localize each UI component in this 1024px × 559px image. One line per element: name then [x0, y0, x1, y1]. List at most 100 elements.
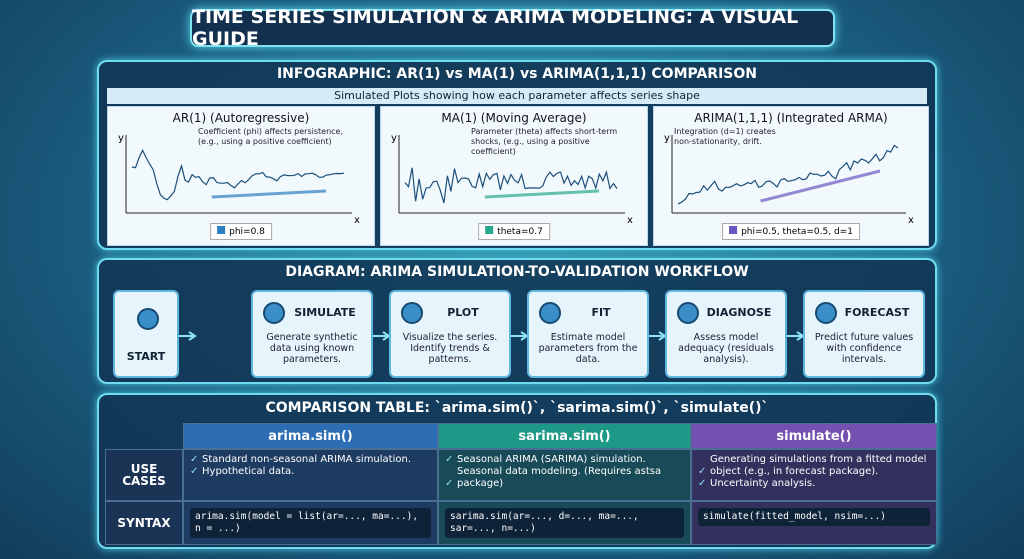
legend: phi=0.5, theta=0.5, d=1 — [722, 223, 860, 240]
table-cell: simulate(fitted_model, nsim=...) — [691, 501, 937, 545]
step-icon — [137, 308, 159, 330]
axis-label: x — [908, 215, 914, 226]
step-icon — [815, 302, 837, 324]
axis-label: y — [391, 133, 397, 144]
panel-note: Integration (d=1) creates non-stationari… — [674, 127, 776, 146]
check-icon: ✓ — [698, 478, 707, 489]
trend-arrow — [484, 189, 600, 199]
workflow-step: DIAGNOSE Assess model adequacy (residuals… — [665, 290, 787, 378]
mini-plot: yx — [118, 133, 360, 226]
arrow-shape — [649, 331, 667, 341]
table-cell: Generating simulations from a fitted mod… — [691, 449, 937, 501]
icon-shape — [539, 302, 561, 324]
series-line — [131, 149, 345, 201]
workflow-step: SIMULATE Generate synthetic data using kn… — [251, 290, 373, 378]
arrow-shape — [787, 331, 805, 341]
legend-text: phi=0.8 — [229, 227, 265, 237]
step-label: FIT — [591, 306, 611, 319]
step-icon — [677, 302, 699, 324]
workflow-step: START — [113, 290, 179, 378]
step-label: SIMULATE — [294, 306, 356, 319]
workflow-step: PLOT Visualize the series. Identify trend… — [389, 290, 511, 378]
series-line — [677, 144, 899, 205]
panel-note: Parameter (theta) affects short-term sho… — [471, 127, 618, 156]
code-snippet: simulate(fitted_model, nsim=...) — [698, 508, 930, 526]
legend-swatch — [485, 226, 494, 234]
icon-shape — [137, 308, 159, 330]
plot-panel: ARIMA(1,1,1) (Integrated ARMA) Integratio… — [653, 106, 929, 246]
icon-shape — [815, 302, 837, 324]
icon-shape — [401, 302, 423, 324]
cell-item: Seasonal data modeling. (Requires astsa … — [445, 466, 662, 489]
table-cell: Standard non-seasonal ARIMA simulation. ✓… — [183, 449, 438, 501]
check-icon: ✓ — [445, 478, 454, 489]
cell-item: Generating simulations from a fitted mod… — [698, 454, 927, 477]
section-heading: DIAGRAM: ARIMA SIMULATION-TO-VALIDATION … — [285, 264, 749, 280]
axis-label: y — [664, 133, 670, 144]
workflow-step: FORECAST Predict future values with confi… — [803, 290, 925, 378]
step-icon — [401, 302, 423, 324]
legend: theta=0.7 — [478, 223, 550, 240]
panel-title: ARIMA(1,1,1) (Integrated ARMA) — [694, 111, 888, 125]
step-desc: Predict future values with confidence in… — [814, 332, 914, 365]
cell-item: Seasonal ARIMA (SARIMA) simulation. ✓ — [445, 454, 646, 465]
column-header: sarima.sim() — [438, 423, 691, 449]
legend-text: theta=0.7 — [497, 227, 543, 237]
legend-text: phi=0.5, theta=0.5, d=1 — [741, 227, 853, 237]
panel-title: MA(1) (Moving Average) — [441, 111, 587, 125]
section-heading: INFOGRAPHIC: AR(1) vs MA(1) vs ARIMA(1,1… — [276, 66, 758, 82]
icon-shape — [677, 302, 699, 324]
step-icon — [263, 302, 285, 324]
table-cell: sarima.sim(ar=..., d=..., ma=..., sar=..… — [438, 501, 691, 545]
step-desc: Estimate model parameters from the data. — [538, 332, 638, 365]
infographic-section: INFOGRAPHIC: AR(1) vs MA(1) vs ARIMA(1,1… — [97, 60, 937, 250]
panel-title: AR(1) (Autoregressive) — [172, 111, 310, 125]
legend-swatch — [217, 226, 226, 234]
mini-plot: yx — [391, 133, 633, 226]
cell-item: Hypothetical data. ✓ — [190, 466, 295, 477]
step-desc: Visualize the series. Identify trends & … — [402, 332, 498, 365]
step-desc: Generate synthetic data using known para… — [266, 332, 358, 365]
legend: phi=0.8 — [210, 223, 272, 240]
panel-note: Coefficient (phi) affects persistence, (… — [198, 127, 344, 146]
series-line — [404, 167, 618, 204]
plot-panel: AR(1) (Autoregressive) Coefficient (phi) … — [107, 106, 375, 246]
legend-swatch — [729, 226, 738, 234]
axis-label: x — [627, 215, 633, 226]
check-icon: ✓ — [698, 466, 707, 477]
cell-item: Uncertainty analysis. ✓ — [698, 478, 816, 489]
row-label: USE CASES — [105, 449, 183, 501]
table-cell: Seasonal ARIMA (SARIMA) simulation. ✓ Seas… — [438, 449, 691, 501]
workflow-section: DIAGRAM: ARIMA SIMULATION-TO-VALIDATION … — [97, 258, 937, 384]
title: TIME SERIES SIMULATION & ARIMA MODELING:… — [190, 6, 835, 50]
step-label: PLOT — [447, 306, 479, 319]
table-section: COMPARISON TABLE: `arima.sim()`, `sarima… — [97, 393, 937, 549]
code-snippet: sarima.sim(ar=..., d=..., ma=..., sar=..… — [445, 508, 684, 538]
axis-label: x — [354, 215, 360, 226]
trend-arrow — [760, 169, 881, 203]
arrow-shape — [511, 331, 529, 341]
arrow-shape — [373, 331, 391, 341]
arrow — [179, 331, 197, 341]
step-label: FORECAST — [844, 306, 910, 319]
step-desc: Assess model adequacy (residuals analysi… — [678, 332, 774, 365]
table-cell: arima.sim(model = list(ar=..., ma=...), … — [183, 501, 438, 545]
column-header: arima.sim() — [183, 423, 438, 449]
arrow-shape — [179, 331, 197, 341]
workflow-step: FIT Estimate model parameters from the da… — [527, 290, 649, 378]
mini-plot: yx — [664, 133, 914, 226]
plot-panel: MA(1) (Moving Average) Parameter (theta) … — [380, 106, 648, 246]
check-icon: ✓ — [190, 466, 199, 477]
check-icon: ✓ — [445, 454, 454, 465]
icon-shape — [263, 302, 285, 324]
step-label: START — [126, 350, 166, 363]
step-icon — [539, 302, 561, 324]
subtitle: Simulated Plots showing how each paramet… — [107, 88, 927, 104]
axis-label: y — [118, 133, 124, 144]
cell-item: Standard non-seasonal ARIMA simulation. ✓ — [190, 454, 412, 465]
section-heading: COMPARISON TABLE: `arima.sim()`, `sarima… — [265, 400, 769, 416]
row-label: SYNTAX — [105, 501, 183, 545]
step-label: DIAGNOSE — [706, 306, 772, 319]
check-icon: ✓ — [190, 454, 199, 465]
